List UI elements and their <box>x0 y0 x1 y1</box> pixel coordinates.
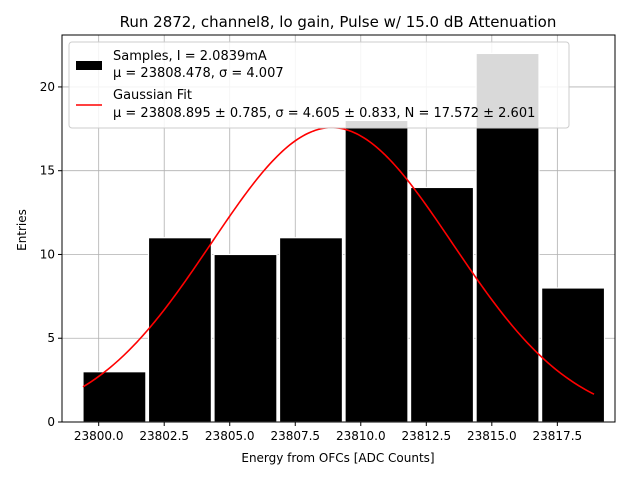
legend-swatch-samples <box>76 61 102 70</box>
y-axis-ticks: 0 5 10 15 20 <box>40 80 62 429</box>
y-axis-label: Entries <box>15 209 29 251</box>
x-axis-label: Energy from OFCs [ADC Counts] <box>241 451 434 465</box>
x-tick-label: 23812.5 <box>401 429 451 443</box>
legend-fit-line1: Gaussian Fit <box>113 88 192 103</box>
histogram-bar-2 <box>213 253 278 423</box>
x-tick-label: 23807.5 <box>270 429 320 443</box>
x-tick-label: 23800.0 <box>74 429 124 443</box>
axes-border <box>61 34 616 423</box>
chart-title: Run 2872, channel8, lo gain, Pulse w/ 15… <box>120 13 557 31</box>
legend-samples-line1: Samples, I = 2.0839mA <box>113 49 267 64</box>
x-tick-label: 23805.0 <box>205 429 255 443</box>
histogram-bar-3 <box>278 237 344 423</box>
legend-samples-line2: μ = 23808.478, σ = 4.007 <box>113 66 284 81</box>
x-tick-label: 23802.5 <box>139 429 189 443</box>
legend-fit-line2: μ = 23808.895 ± 0.785, σ = 4.605 ± 0.833… <box>113 106 535 121</box>
legend: Samples, I = 2.0839mA μ = 23808.478, σ =… <box>68 41 570 129</box>
y-tick-label: 5 <box>47 331 55 345</box>
legend-box <box>68 41 570 129</box>
histogram-bars <box>82 52 606 423</box>
histogram-bar-0 <box>82 371 147 423</box>
x-tick-label: 23815.0 <box>467 429 517 443</box>
histogram-bar-7 <box>541 287 606 423</box>
y-tick-label: 15 <box>40 164 55 178</box>
histogram-bar-1 <box>147 237 212 423</box>
histogram-bar-5 <box>409 186 475 423</box>
x-axis-ticks: 23800.0 23802.5 23805.0 23807.5 23810.0 23812… <box>74 422 582 443</box>
y-tick-label: 20 <box>40 80 55 94</box>
x-tick-label: 23810.0 <box>336 429 386 443</box>
y-tick-label: 0 <box>47 415 55 429</box>
histogram-bar-4 <box>344 119 409 423</box>
x-tick-label: 23817.5 <box>533 429 583 443</box>
y-tick-label: 10 <box>40 247 55 261</box>
axes-frame <box>61 34 616 423</box>
